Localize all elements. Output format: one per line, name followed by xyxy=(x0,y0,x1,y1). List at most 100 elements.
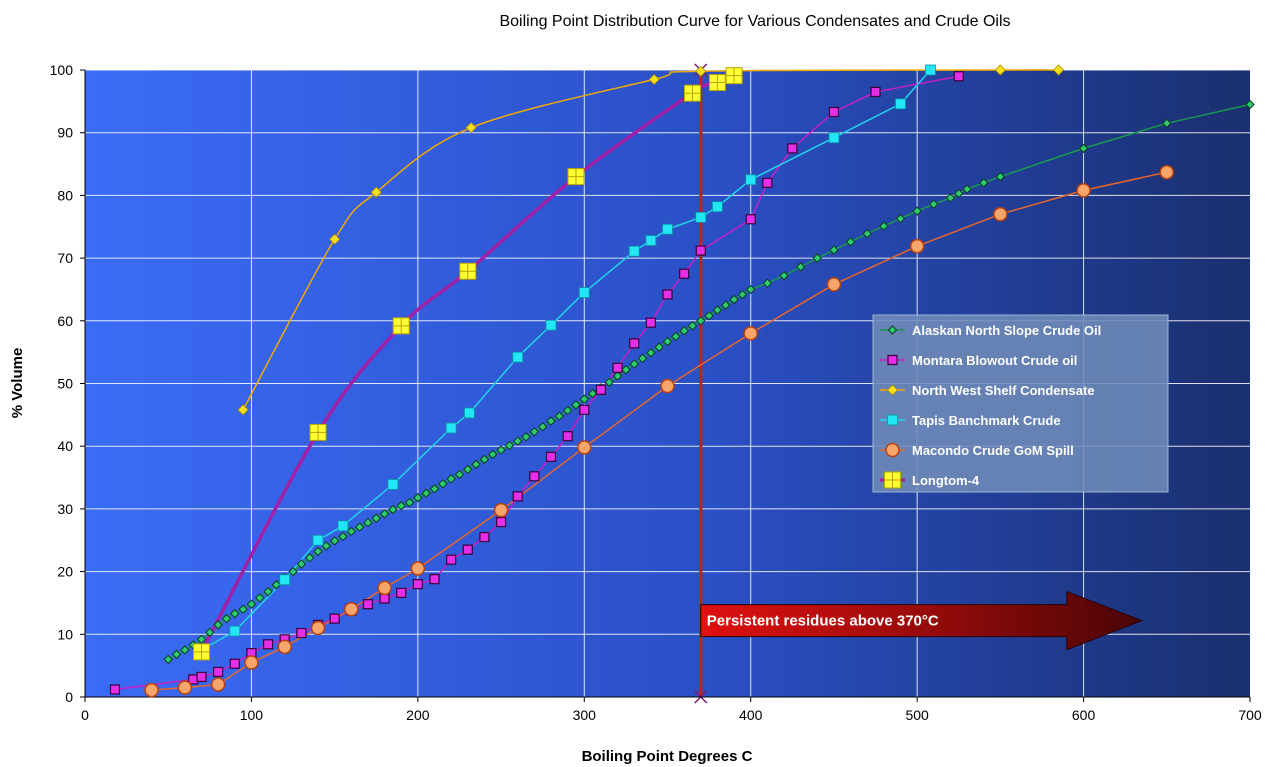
y-tick-label: 80 xyxy=(57,187,73,203)
data-point xyxy=(578,287,590,298)
data-point xyxy=(695,65,707,77)
data-point xyxy=(329,233,341,245)
data-point xyxy=(396,587,407,599)
data-point xyxy=(238,604,248,614)
legend-swatch-marker xyxy=(885,442,900,458)
series-markers-2 xyxy=(237,64,1065,416)
data-point xyxy=(870,86,881,98)
y-tick-label: 100 xyxy=(50,62,74,78)
data-point xyxy=(504,440,515,451)
data-point xyxy=(695,245,706,256)
data-point xyxy=(895,213,906,224)
data-point xyxy=(196,671,207,683)
data-point xyxy=(196,634,207,645)
y-tick-label: 70 xyxy=(57,250,73,266)
data-point xyxy=(829,245,839,255)
x-tick-label: 0 xyxy=(81,707,89,723)
data-point xyxy=(277,639,292,655)
data-point xyxy=(554,411,565,421)
persistent-residues-arrow: Persistent residues above 370°C xyxy=(700,590,1144,651)
data-point xyxy=(229,658,240,669)
data-point xyxy=(462,544,473,555)
data-point xyxy=(296,559,307,569)
data-point xyxy=(826,277,842,292)
data-point xyxy=(488,449,498,460)
legend-swatch-marker xyxy=(886,384,899,396)
data-point xyxy=(679,326,689,336)
data-point xyxy=(695,211,707,223)
data-point xyxy=(370,186,382,198)
data-point xyxy=(629,338,640,349)
data-point xyxy=(545,319,557,331)
data-point xyxy=(271,580,282,590)
data-point xyxy=(262,639,274,650)
legend: Alaskan North Slope Crude Oil Montara Blo… xyxy=(872,314,1169,493)
data-point xyxy=(410,561,426,576)
data-point xyxy=(729,294,739,305)
series-markers-1 xyxy=(109,71,964,695)
data-point xyxy=(263,586,273,597)
y-tick-label: 90 xyxy=(57,125,73,141)
data-point xyxy=(529,471,540,482)
data-point xyxy=(221,613,232,624)
data-point xyxy=(637,353,648,364)
series-markers-4 xyxy=(144,164,1175,698)
y-tick-label: 30 xyxy=(57,501,73,517)
data-point xyxy=(313,546,323,557)
data-point xyxy=(995,171,1006,182)
data-point xyxy=(909,238,925,254)
data-point xyxy=(571,400,581,410)
data-point xyxy=(321,541,332,551)
data-point xyxy=(479,454,490,465)
data-point xyxy=(338,531,348,542)
data-point xyxy=(412,579,423,590)
data-point xyxy=(845,237,856,247)
y-tick-label: 0 xyxy=(65,689,73,705)
data-point xyxy=(329,613,340,624)
data-point xyxy=(929,199,939,209)
data-point xyxy=(895,98,906,110)
data-point xyxy=(945,193,956,203)
data-point xyxy=(513,436,523,446)
data-point xyxy=(712,201,723,213)
data-point xyxy=(994,64,1006,76)
data-point xyxy=(546,416,556,426)
y-tick-label: 20 xyxy=(57,564,73,580)
data-point xyxy=(1076,183,1091,198)
data-point xyxy=(377,580,392,596)
legend-label: Tapis Banchmark Crude xyxy=(912,413,1061,428)
data-point xyxy=(388,504,398,515)
data-point xyxy=(746,284,756,295)
legend-swatch-marker xyxy=(887,325,898,335)
data-point xyxy=(645,235,657,246)
axes: 0 100 200 300 400 500 600 700 0 10 20 30 40 50 60 70 80 9… xyxy=(50,62,1262,723)
data-point xyxy=(962,184,972,194)
data-point xyxy=(230,608,240,619)
x-tick-label: 200 xyxy=(406,707,430,723)
data-point xyxy=(387,479,399,490)
data-point xyxy=(213,666,224,678)
data-point xyxy=(745,174,757,186)
x-axis-label: Boiling Point Degrees C xyxy=(582,748,753,765)
legend-label: Alaskan North Slope Crude Oil xyxy=(912,323,1101,338)
data-point xyxy=(429,574,440,585)
data-point xyxy=(812,253,822,263)
data-point xyxy=(471,459,481,470)
data-point xyxy=(413,492,423,503)
data-point xyxy=(512,351,524,363)
x-tick-label: 600 xyxy=(1072,707,1096,723)
data-point xyxy=(662,223,673,235)
data-point xyxy=(163,654,173,665)
data-point xyxy=(629,359,639,369)
legend-box xyxy=(872,314,1169,493)
data-point xyxy=(495,516,507,528)
data-point xyxy=(529,427,540,437)
data-point xyxy=(237,404,249,416)
data-point xyxy=(762,177,773,188)
data-point xyxy=(648,73,660,85)
data-point xyxy=(954,188,964,199)
data-point xyxy=(404,497,415,508)
data-point xyxy=(879,221,889,231)
x-tick-label: 500 xyxy=(905,707,929,723)
